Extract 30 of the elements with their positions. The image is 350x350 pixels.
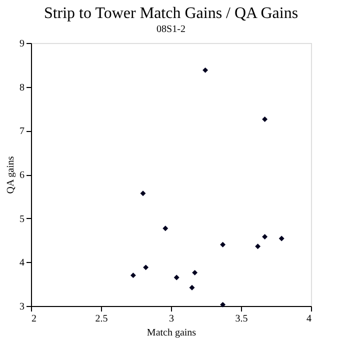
point [220,242,226,248]
x-tick-label: 3.5 [235,314,248,324]
y-tick-label: 9 [20,38,24,50]
point [143,264,149,270]
point [130,272,136,278]
point [140,190,146,196]
x-tick-label: 3 [169,314,174,324]
x-axis-title: Match gains [146,328,196,338]
y-tick-label: 5 [20,214,24,225]
x-tick-label: 4 [306,314,312,324]
x-tick-label: 2 [32,314,36,324]
y-tick-label: 6 [20,170,24,181]
point [192,270,198,276]
point [202,67,208,73]
x-tick-label: 2.5 [95,314,108,324]
point [255,244,261,250]
y-tick-label: 4 [20,258,24,269]
chart-title: Strip to Tower Match Gains / QA Gains [44,5,298,22]
y-tick-label: 7 [20,126,24,138]
point [162,226,168,232]
point [262,234,268,240]
y-axis-title: QA gains [6,156,16,194]
point [189,284,195,290]
chart-subtitle: 08S1-2 [156,24,186,35]
y-tick-label: 8 [20,82,24,94]
point [278,236,284,242]
point [174,274,180,280]
point [220,302,226,308]
point [262,116,268,122]
y-tick-label: 3 [20,302,24,312]
